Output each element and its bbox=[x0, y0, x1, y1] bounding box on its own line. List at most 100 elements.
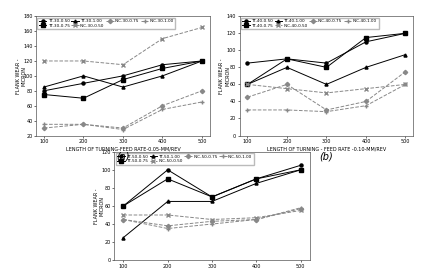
INC-50-1.00 bbox=[298, 206, 303, 209]
INC-40-0.75 bbox=[285, 83, 290, 86]
INC-30-0.75 bbox=[81, 123, 86, 126]
INC-50-0.50 bbox=[121, 213, 126, 217]
TT-50-1.00 bbox=[165, 200, 170, 203]
TT-40-1.00 bbox=[285, 66, 290, 69]
Legend: TT-30-0.50, TT-30-0.75, TT-30-1.00, INC-30-0.50, INC-30-0.75, INC-30-1.00: TT-30-0.50, TT-30-0.75, TT-30-1.00, INC-… bbox=[37, 18, 176, 30]
TT-50-1.00 bbox=[298, 168, 303, 172]
TT-40-1.00 bbox=[403, 53, 408, 56]
INC-50-0.50 bbox=[254, 216, 259, 219]
Line: TT-50-1.00: TT-50-1.00 bbox=[122, 168, 302, 239]
TT-40-1.00 bbox=[245, 83, 250, 86]
INC-50-0.75 bbox=[121, 218, 126, 221]
INC-40-1.00 bbox=[245, 108, 250, 112]
INC-50-0.50 bbox=[165, 213, 170, 217]
TT-40-0.75 bbox=[324, 66, 329, 69]
Line: INC-30-1.00: INC-30-1.00 bbox=[42, 101, 204, 131]
Legend: TT-50-0.50, TT-50-0.75, TT-50-1.00, INC-50-0.50, INC-50-0.75, INC-50-1.00: TT-50-0.50, TT-50-0.75, TT-50-1.00, INC-… bbox=[116, 153, 254, 165]
INC-40-0.50 bbox=[403, 83, 408, 86]
INC-40-0.75 bbox=[403, 70, 408, 73]
Line: INC-40-0.75: INC-40-0.75 bbox=[246, 70, 407, 111]
Y-axis label: FLANK WEAR -
MICRON: FLANK WEAR - MICRON bbox=[94, 188, 105, 224]
TT-40-0.75 bbox=[285, 57, 290, 60]
TT-30-0.75 bbox=[199, 59, 204, 63]
INC-30-0.50 bbox=[199, 26, 204, 29]
Line: INC-40-0.50: INC-40-0.50 bbox=[246, 83, 407, 94]
TT-50-0.75 bbox=[209, 195, 215, 199]
INC-50-0.75 bbox=[254, 218, 259, 221]
Line: TT-40-0.75: TT-40-0.75 bbox=[246, 32, 407, 86]
INC-50-0.50 bbox=[298, 209, 303, 212]
INC-40-0.50 bbox=[324, 91, 329, 95]
TT-40-0.75 bbox=[245, 83, 250, 86]
Legend: TT-40-0.50, TT-40-0.75, TT-40-1.00, INC-40-0.50, INC-40-0.75, INC-40-1.00: TT-40-0.50, TT-40-0.75, TT-40-1.00, INC-… bbox=[241, 18, 379, 30]
Line: TT-50-0.50: TT-50-0.50 bbox=[122, 164, 302, 208]
Line: TT-40-0.50: TT-40-0.50 bbox=[246, 32, 407, 64]
INC-30-0.50 bbox=[120, 63, 126, 66]
TT-50-0.75 bbox=[254, 177, 259, 180]
INC-50-0.75 bbox=[298, 207, 303, 210]
TT-30-1.00 bbox=[81, 74, 86, 78]
INC-50-1.00 bbox=[254, 218, 259, 221]
TT-40-1.00 bbox=[363, 66, 368, 69]
INC-30-1.00 bbox=[199, 100, 204, 104]
X-axis label: LENGTH OF TURNING-FEED RATE-0.05-MM/REV: LENGTH OF TURNING-FEED RATE-0.05-MM/REV bbox=[66, 146, 180, 151]
INC-40-0.50 bbox=[245, 83, 250, 86]
TT-40-0.50 bbox=[245, 62, 250, 65]
TT-50-0.75 bbox=[165, 177, 170, 180]
TT-40-0.75 bbox=[403, 32, 408, 35]
INC-30-0.75 bbox=[120, 126, 126, 130]
INC-40-1.00 bbox=[363, 104, 368, 107]
TT-50-0.50 bbox=[165, 168, 170, 172]
TT-50-1.00 bbox=[254, 182, 259, 185]
TT-40-0.75 bbox=[363, 36, 368, 39]
TT-40-1.00 bbox=[324, 83, 329, 86]
INC-50-1.00 bbox=[165, 227, 170, 230]
INC-50-0.50 bbox=[209, 218, 215, 221]
INC-30-1.00 bbox=[160, 108, 165, 111]
Line: TT-30-0.75: TT-30-0.75 bbox=[42, 59, 204, 100]
Line: TT-50-0.75: TT-50-0.75 bbox=[122, 168, 302, 208]
TT-30-0.75 bbox=[42, 93, 47, 96]
TT-30-0.50 bbox=[120, 74, 126, 78]
TT-50-0.50 bbox=[121, 204, 126, 208]
INC-40-1.00 bbox=[403, 83, 408, 86]
INC-40-0.50 bbox=[285, 87, 290, 90]
TT-50-0.50 bbox=[298, 164, 303, 167]
INC-30-0.50 bbox=[42, 59, 47, 63]
INC-30-1.00 bbox=[42, 123, 47, 126]
Line: TT-40-1.00: TT-40-1.00 bbox=[246, 53, 407, 86]
TT-30-0.50 bbox=[81, 82, 86, 85]
INC-50-1.00 bbox=[209, 222, 215, 226]
Line: INC-50-0.75: INC-50-0.75 bbox=[122, 207, 302, 227]
INC-50-0.75 bbox=[165, 224, 170, 227]
TT-30-0.75 bbox=[81, 97, 86, 100]
TT-50-1.00 bbox=[121, 236, 126, 239]
INC-40-1.00 bbox=[324, 110, 329, 113]
TT-30-1.00 bbox=[120, 85, 126, 89]
INC-30-0.75 bbox=[160, 104, 165, 107]
Line: INC-50-1.00: INC-50-1.00 bbox=[122, 206, 302, 230]
TT-30-0.50 bbox=[42, 89, 47, 92]
INC-30-0.50 bbox=[81, 59, 86, 63]
Line: INC-50-0.50: INC-50-0.50 bbox=[122, 209, 302, 221]
Text: (a): (a) bbox=[116, 152, 130, 162]
TT-40-0.50 bbox=[403, 32, 408, 35]
TT-40-0.50 bbox=[363, 40, 368, 43]
Y-axis label: FLANK WEAR -
MICRON: FLANK WEAR - MICRON bbox=[219, 58, 230, 93]
X-axis label: LENGTH OF TURNING - FEED RATE -0.10-MM/REV: LENGTH OF TURNING - FEED RATE -0.10-MM/R… bbox=[267, 146, 386, 151]
INC-30-0.75 bbox=[199, 89, 204, 92]
Line: INC-30-0.50: INC-30-0.50 bbox=[42, 26, 204, 66]
TT-40-0.50 bbox=[324, 62, 329, 65]
TT-30-1.00 bbox=[160, 74, 165, 78]
Line: INC-30-0.75: INC-30-0.75 bbox=[42, 89, 204, 130]
TT-50-1.00 bbox=[209, 200, 215, 203]
INC-30-0.75 bbox=[42, 126, 47, 130]
INC-30-1.00 bbox=[81, 123, 86, 126]
TT-50-0.75 bbox=[298, 168, 303, 172]
Y-axis label: FLANK WEAR -
MICRON: FLANK WEAR - MICRON bbox=[16, 58, 27, 93]
TT-30-1.00 bbox=[199, 59, 204, 63]
TT-30-1.00 bbox=[42, 85, 47, 89]
INC-50-1.00 bbox=[121, 218, 126, 221]
INC-40-0.75 bbox=[363, 100, 368, 103]
TT-50-0.75 bbox=[121, 204, 126, 208]
